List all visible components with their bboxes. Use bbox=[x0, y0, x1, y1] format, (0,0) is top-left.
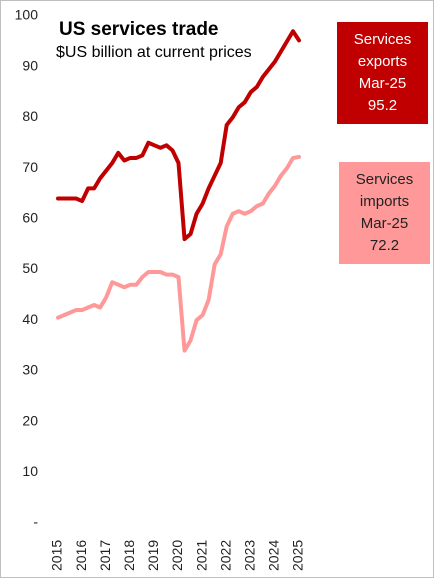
y-tick-label: 10 bbox=[22, 463, 38, 479]
y-tick-label: 90 bbox=[22, 57, 38, 73]
latest-value: 72.2 bbox=[369, 237, 400, 254]
y-tick-label: 50 bbox=[22, 260, 38, 276]
y-tick-label: 60 bbox=[22, 210, 38, 226]
y-tick-label: 100 bbox=[15, 7, 39, 23]
x-tick-label: 2015 bbox=[49, 540, 65, 571]
date-label: Mar-25 bbox=[358, 75, 407, 92]
series-name: Services imports bbox=[355, 171, 414, 210]
x-tick-label: 2017 bbox=[97, 540, 113, 571]
date-label: Mar-25 bbox=[360, 215, 409, 232]
imports-label-box: Services imports Mar-25 72.2 bbox=[339, 162, 430, 264]
series-line bbox=[56, 29, 301, 242]
x-tick-label: 2023 bbox=[242, 540, 258, 571]
y-tick-label: 40 bbox=[22, 311, 38, 327]
chart-subtitle: $US billion at current prices bbox=[56, 44, 252, 61]
exports-label-box: Services exports Mar-25 95.2 bbox=[337, 22, 428, 124]
x-tick-label: 2021 bbox=[193, 540, 209, 571]
y-tick-label: 30 bbox=[22, 362, 38, 378]
y-tick-label: 80 bbox=[22, 108, 38, 124]
x-tick-label: 2025 bbox=[290, 540, 306, 571]
x-tick-label: 2019 bbox=[145, 540, 161, 571]
series-name: Services exports bbox=[353, 31, 412, 70]
x-tick-label: 2022 bbox=[217, 540, 233, 571]
series-line bbox=[56, 154, 301, 353]
x-tick-label: 2016 bbox=[73, 540, 89, 571]
x-tick-label: 2020 bbox=[169, 540, 185, 571]
y-tick-label: 70 bbox=[22, 159, 38, 175]
y-tick-label: 20 bbox=[22, 412, 38, 428]
x-tick-label: 2018 bbox=[121, 540, 137, 571]
x-tick-label: 2024 bbox=[266, 540, 282, 571]
latest-value: 95.2 bbox=[367, 97, 398, 114]
y-tick-label: - bbox=[33, 514, 38, 530]
chart-title: US services trade bbox=[59, 19, 219, 40]
